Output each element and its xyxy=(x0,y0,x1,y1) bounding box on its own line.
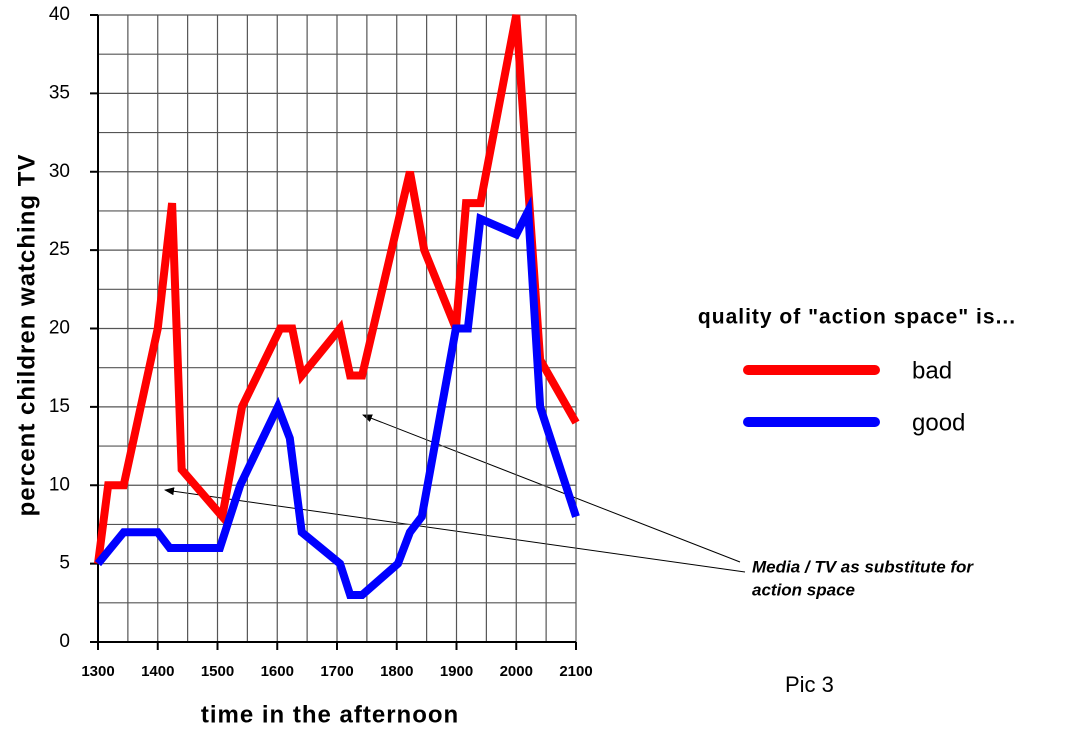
annotation: action space xyxy=(752,580,855,599)
annotation-arrow xyxy=(362,414,741,563)
series-line xyxy=(94,14,580,565)
x-tick-label: 1900 xyxy=(440,663,473,680)
y-tick-label: 15 xyxy=(49,396,70,417)
y-tick-label: 35 xyxy=(49,82,70,103)
legend-title: quality of "action space" is... xyxy=(698,306,1016,329)
legend-label: good xyxy=(912,409,965,436)
x-tick-label: 1700 xyxy=(320,663,353,680)
x-axis-label: time in the afternoon xyxy=(201,701,459,728)
x-tick-label: 1600 xyxy=(261,663,294,680)
x-tick-label: 1500 xyxy=(201,663,234,680)
y-tick-label: 20 xyxy=(49,318,70,339)
y-tick-label: 0 xyxy=(59,631,70,652)
y-tick-label: 10 xyxy=(49,474,70,495)
legend-label: bad xyxy=(912,357,952,384)
series-line xyxy=(94,196,580,599)
caption: Pic 3 xyxy=(785,672,834,697)
y-tick-label: 25 xyxy=(49,239,70,260)
annotation: Media / TV as substitute for xyxy=(752,557,974,576)
y-axis-label: percent children watching TV xyxy=(13,154,40,517)
y-tick-label: 40 xyxy=(49,4,70,25)
x-tick-label: 1400 xyxy=(141,663,174,680)
y-tick-label: 5 xyxy=(59,553,70,574)
annotation-arrow xyxy=(164,487,746,573)
x-tick-label: 1800 xyxy=(380,663,413,680)
x-tick-label: 2000 xyxy=(500,663,533,680)
x-tick-label: 2100 xyxy=(559,663,592,680)
y-tick-label: 30 xyxy=(49,161,70,182)
x-tick-label: 1300 xyxy=(81,663,114,680)
